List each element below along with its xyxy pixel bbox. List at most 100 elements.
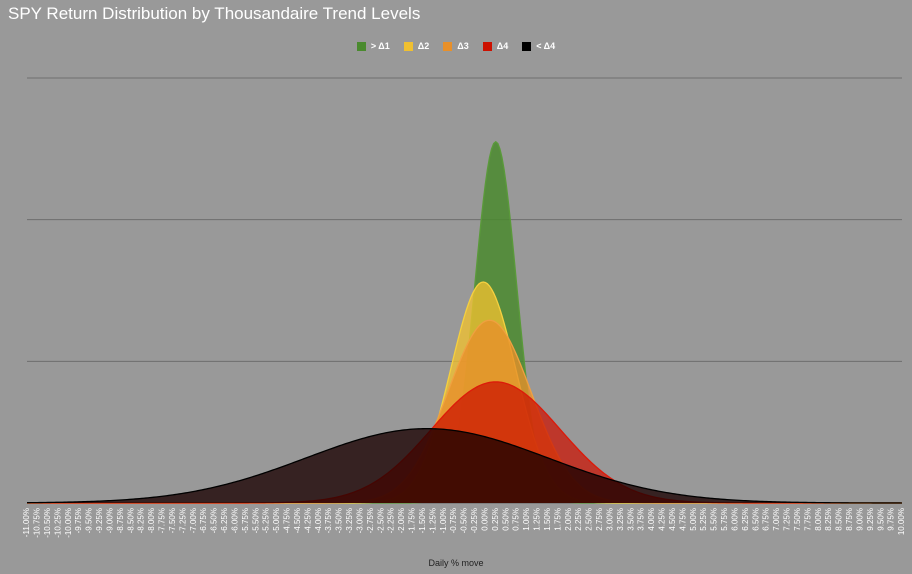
x-tick-label: -0.75%: [449, 508, 458, 533]
x-tick-label: -9.25%: [95, 508, 104, 533]
x-tick-label: 2.50%: [585, 508, 594, 531]
x-tick-label: 10.00%: [897, 508, 906, 535]
x-tick-label: -8.50%: [126, 508, 135, 533]
x-tick-label: 0.00%: [480, 508, 489, 531]
legend-item-d3[interactable]: Δ3: [443, 41, 469, 51]
x-tick-label: -10.50%: [43, 508, 52, 538]
legend-swatch: [482, 41, 492, 51]
legend-item-d2[interactable]: Δ2: [403, 41, 429, 51]
x-tick-label: 9.00%: [855, 508, 864, 531]
x-tick-label: -1.50%: [418, 508, 427, 533]
x-tick-label: -6.00%: [230, 508, 239, 533]
series-area-4: [27, 428, 902, 503]
x-tick-label: 5.75%: [720, 508, 729, 531]
x-tick-label: 8.25%: [824, 508, 833, 531]
legend-swatch: [443, 41, 453, 51]
x-tick-label: -8.75%: [116, 508, 125, 533]
x-tick-label: -3.00%: [355, 508, 364, 533]
legend-label: Δ4: [496, 41, 509, 51]
x-tick-label: -5.25%: [262, 508, 271, 533]
x-tick-label: -3.75%: [324, 508, 333, 533]
x-tick-label: 9.50%: [876, 508, 885, 531]
x-tick-label: -4.00%: [314, 508, 323, 533]
x-tick-label: -10.75%: [33, 508, 42, 538]
x-tick-label: -7.50%: [168, 508, 177, 533]
x-tick-label: -9.75%: [74, 508, 83, 533]
x-tick-label: -4.50%: [293, 508, 302, 533]
x-tick-label: 5.25%: [699, 508, 708, 531]
x-tick-label: 3.25%: [616, 508, 625, 531]
x-tick-label: -2.50%: [376, 508, 385, 533]
x-tick-label: -5.50%: [251, 508, 260, 533]
legend-label: Δ3: [457, 41, 469, 51]
legend-swatch: [403, 41, 413, 51]
x-tick-label: 4.50%: [668, 508, 677, 531]
x-tick-label: 8.50%: [835, 508, 844, 531]
x-tick-label: -11.00%: [22, 508, 31, 537]
x-tick-label: 3.00%: [605, 508, 614, 531]
legend-swatch: [356, 41, 366, 51]
x-tick-label: 3.50%: [626, 508, 635, 531]
x-tick-label: -2.25%: [387, 508, 396, 533]
x-tick-label: 7.25%: [783, 508, 792, 531]
x-tick-label: -9.00%: [105, 508, 114, 533]
x-tick-label: -5.00%: [272, 508, 281, 533]
x-tick-label: -1.00%: [439, 508, 448, 533]
x-tick-label: -8.25%: [137, 508, 146, 533]
x-tick-label: -7.00%: [189, 508, 198, 533]
x-tick-label: -1.25%: [428, 508, 437, 533]
x-tick-label: -4.25%: [303, 508, 312, 533]
x-tick-label: 5.50%: [710, 508, 719, 531]
x-tick-label: 7.00%: [772, 508, 781, 531]
x-tick-label: -9.50%: [85, 508, 94, 533]
x-tick-label: 0.50%: [501, 508, 510, 531]
legend-swatch: [522, 41, 532, 51]
x-tick-label: -6.75%: [199, 508, 208, 533]
x-tick-label: 8.75%: [845, 508, 854, 531]
x-tick-label: 9.75%: [887, 508, 896, 531]
x-tick-label: 2.25%: [574, 508, 583, 531]
x-tick-label: -7.75%: [158, 508, 167, 533]
x-tick-label: -10.00%: [64, 508, 73, 538]
x-tick-label: -8.00%: [147, 508, 156, 533]
x-tick-label: 6.25%: [741, 508, 750, 531]
x-tick-label: 7.50%: [793, 508, 802, 531]
x-tick-label: -7.25%: [178, 508, 187, 533]
x-tick-label: 2.00%: [564, 508, 573, 531]
series-line-4: [26, 427, 903, 504]
x-tick-label: 1.50%: [543, 508, 552, 531]
legend-item-lt-d4[interactable]: < Δ4: [522, 41, 555, 51]
x-tick-label: -5.75%: [241, 508, 250, 533]
x-tick-label: 2.75%: [595, 508, 604, 531]
x-tick-label: 1.75%: [553, 508, 562, 531]
x-tick-label: 6.50%: [751, 508, 760, 531]
legend-label: < Δ4: [536, 41, 556, 51]
x-tick-label: -3.25%: [345, 508, 354, 533]
x-tick-label: 9.25%: [866, 508, 875, 531]
x-tick-label: 1.25%: [533, 508, 542, 531]
x-tick-label: -6.50%: [210, 508, 219, 533]
x-tick-label: 6.75%: [762, 508, 771, 531]
x-tick-label: 4.00%: [647, 508, 656, 531]
legend-label: > Δ1: [370, 41, 390, 51]
x-tick-label: 6.00%: [730, 508, 739, 531]
chart-title: SPY Return Distribution by Thousandaire …: [8, 4, 421, 23]
x-tick-label: 4.75%: [678, 508, 687, 531]
x-tick-label: -3.50%: [335, 508, 344, 533]
x-tick-label: -2.75%: [366, 508, 375, 533]
x-tick-label: 1.00%: [522, 508, 531, 531]
x-tick-label: 7.75%: [803, 508, 812, 531]
x-tick-label: 5.00%: [689, 508, 698, 531]
x-tick-label: -4.75%: [283, 508, 292, 533]
legend-item-d4[interactable]: Δ4: [482, 41, 509, 51]
x-tick-label: 0.75%: [512, 508, 521, 531]
x-tick-label: -0.50%: [460, 508, 469, 533]
x-tick-label: -2.00%: [397, 508, 406, 533]
x-tick-label: 8.00%: [814, 508, 823, 531]
legend: > Δ1 Δ2 Δ3 Δ4 < Δ4: [0, 41, 912, 51]
legend-item-gt-d1[interactable]: > Δ1: [356, 41, 390, 51]
x-tick-label: -6.25%: [220, 508, 229, 533]
x-tick-label: -0.25%: [470, 508, 479, 533]
x-tick-label: 4.25%: [658, 508, 667, 531]
